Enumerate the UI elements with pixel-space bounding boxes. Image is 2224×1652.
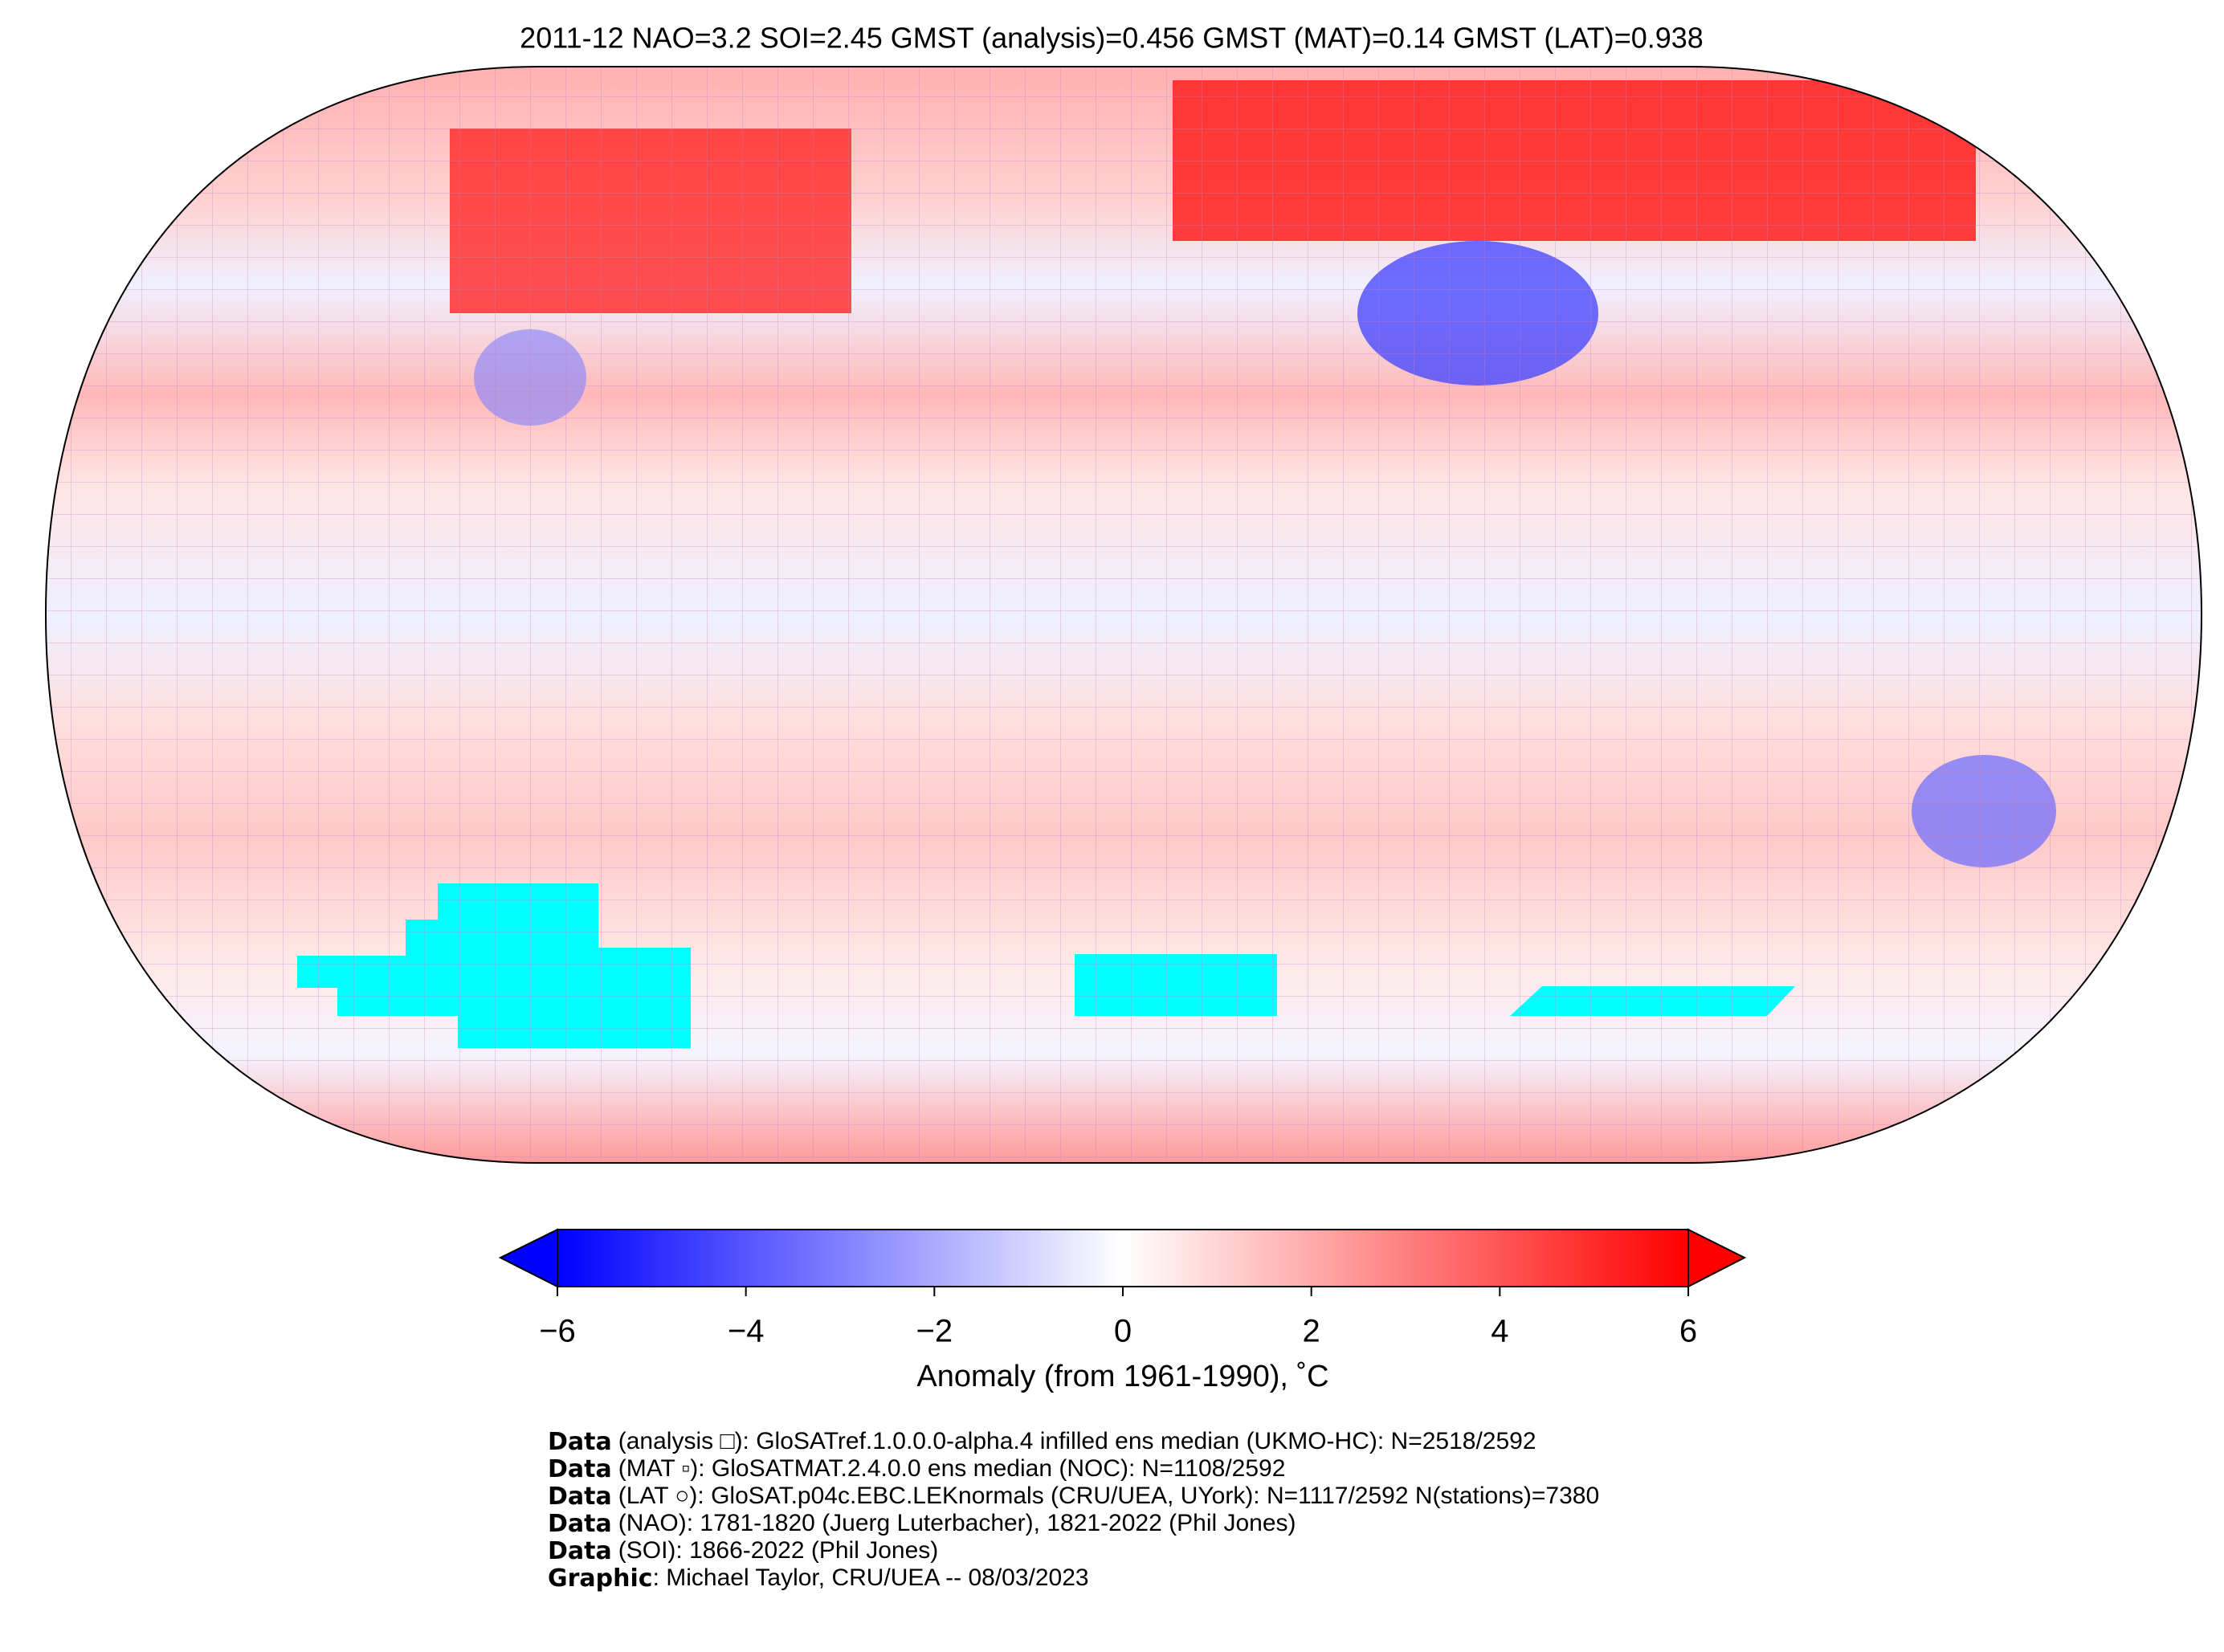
credit-line: Data (LAT ○): GloSAT.p04c.EBC.LEKnormals … — [548, 1483, 1599, 1511]
colorbar-body — [557, 1229, 1689, 1287]
credit-text: (SOI): 1866-2022 (Phil Jones) — [618, 1537, 939, 1564]
colorbar-tick-label: 2 — [1303, 1314, 1320, 1349]
colorbar: −6 −4 −2 0 2 4 6 — [498, 1228, 1747, 1349]
credit-text: : Michael Taylor, CRU/UEA -- 08/03/2023 — [653, 1564, 1089, 1591]
title: 2011-12 NAO=3.2 SOI=2.45 GMST (analysis)… — [520, 22, 1704, 55]
credit-text: (NAO): 1781-1820 (Juerg Luterbacher), 18… — [618, 1510, 1296, 1536]
credit-text: (LAT ○): GloSAT.p04c.EBC.LEKnormals (CRU… — [618, 1483, 1599, 1509]
credit-label: Data — [548, 1483, 612, 1511]
colorbar-extend-high — [1687, 1228, 1747, 1288]
credit-text: (MAT ▫): GloSATMAT.2.4.0.0 ens median (N… — [618, 1455, 1286, 1482]
colorbar-tick-label: −6 — [539, 1314, 576, 1349]
colorbar-tick-label: 4 — [1491, 1314, 1508, 1349]
colorbar-tick-label: 6 — [1679, 1314, 1697, 1349]
credit-label: Data — [548, 1455, 612, 1483]
colorbar-label: Anomaly (from 1961-1990), ˚C — [916, 1360, 1328, 1393]
credit-line: Data (analysis □): GloSATref.1.0.0.0-alph… — [548, 1428, 1536, 1456]
credit-label: Data — [548, 1510, 612, 1538]
colorbar-tick-label: −2 — [916, 1314, 953, 1349]
credits: Data (analysis □): GloSATref.1.0.0.0-alph… — [548, 1428, 1599, 1593]
grid — [46, 67, 2202, 1163]
colorbar-extend-low — [498, 1228, 558, 1288]
credit-label: Data — [548, 1428, 612, 1456]
credit-line: Graphic: Michael Taylor, CRU/UEA -- 08/0… — [548, 1564, 1089, 1593]
credit-line: Data (MAT ▫): GloSATMAT.2.4.0.0 ens media… — [548, 1455, 1285, 1483]
credit-text: (analysis □): GloSATref.1.0.0.0-alpha.4 … — [618, 1428, 1536, 1454]
credit-line: Data (NAO): 1781-1820 (Juerg Luterbacher)… — [548, 1510, 1296, 1538]
credit-label: Graphic — [548, 1564, 653, 1593]
credit-line: Data (SOI): 1866-2022 (Phil Jones) — [548, 1537, 938, 1565]
colorbar-tick-label: −4 — [728, 1314, 765, 1349]
map — [46, 67, 2202, 1163]
map-outline — [44, 66, 2203, 1164]
credit-label: Data — [548, 1537, 612, 1565]
colorbar-tick-label: 0 — [1114, 1314, 1132, 1349]
